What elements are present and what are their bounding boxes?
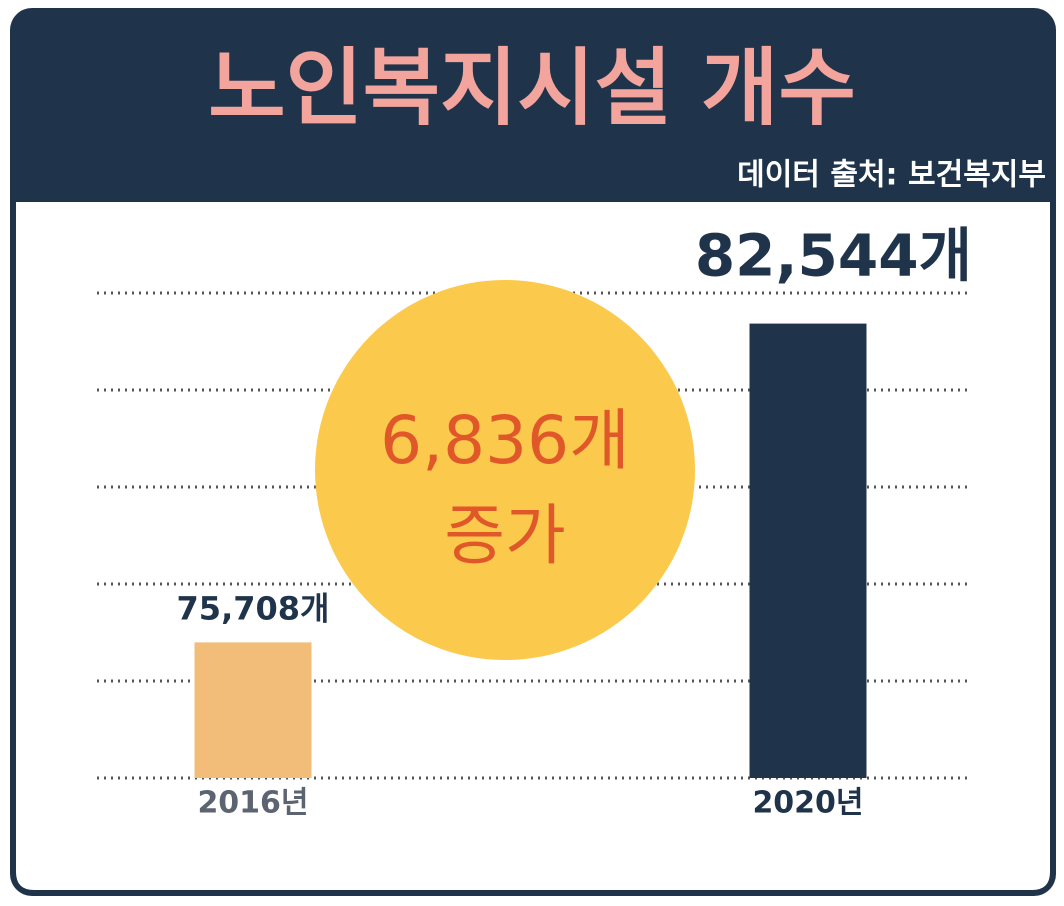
highlight-circle <box>315 280 695 660</box>
x-tick-label: 2016년 <box>197 786 308 821</box>
bar <box>194 642 312 778</box>
chart-title: 노인복지시설 개수 <box>208 39 856 137</box>
x-tick-label: 2020년 <box>752 786 863 821</box>
annotation: 6,836개 <box>380 402 630 479</box>
annotation: 증가 <box>444 497 565 574</box>
value-label: 75,708개 <box>177 589 330 627</box>
subtitle: 데이터 출처: 보건복지부 <box>737 158 1046 193</box>
value-label: 82,544개 <box>695 222 972 290</box>
bar <box>749 323 867 778</box>
